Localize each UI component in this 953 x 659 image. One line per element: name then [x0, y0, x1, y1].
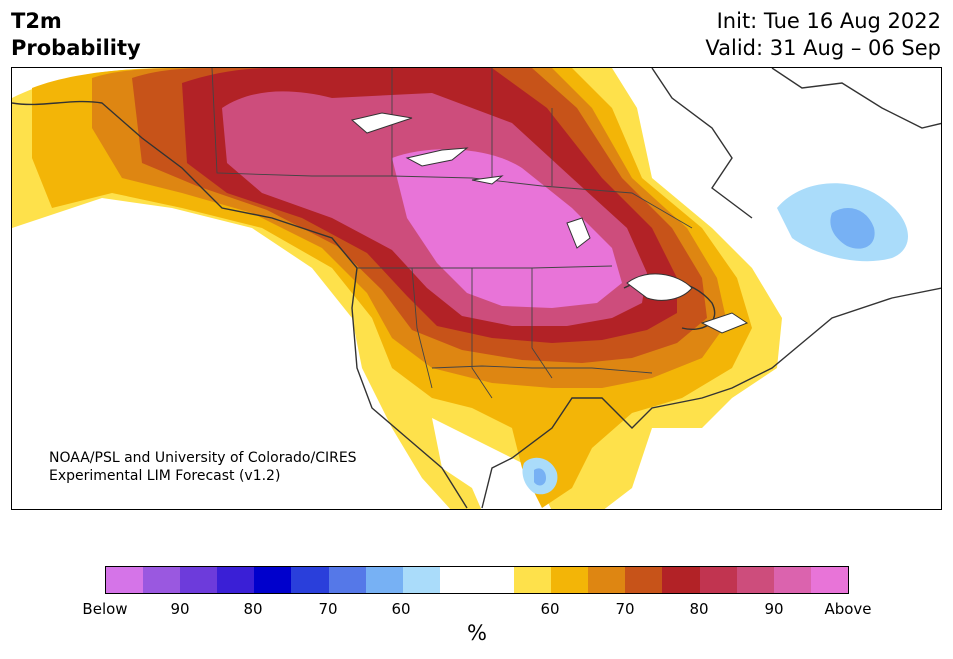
colorbar-tick-label: Below [82, 600, 128, 618]
colorbar-cell [180, 567, 218, 593]
colorbar-cell [662, 567, 700, 593]
colorbar-tick-label: 80 [689, 600, 709, 618]
lakes [350, 112, 749, 334]
variable-label: T2m [11, 9, 62, 33]
colorbar-cell [143, 567, 181, 593]
init-date: Init: Tue 16 Aug 2022 [716, 9, 941, 33]
colorbar-tick-label: 60 [391, 600, 411, 618]
colorbar-cell [625, 567, 663, 593]
colorbar-unit: % [467, 621, 487, 645]
colorbar-tick-label: 70 [615, 600, 635, 618]
colorbar-tick-label: 70 [318, 600, 338, 618]
colorbar-cell [217, 567, 255, 593]
credit-line-2: Experimental LIM Forecast (v1.2) [49, 468, 281, 484]
colorbar-cell [402, 567, 440, 593]
credit-line-1: NOAA/PSL and University of Colorado/CIRE… [49, 450, 357, 466]
colorbar-cell [439, 567, 477, 593]
probability-map [12, 68, 941, 509]
colorbar-cell [106, 567, 144, 593]
colorbar-tick-label: 90 [170, 600, 190, 618]
forecast-dates: Init: Tue 16 Aug 2022 Valid: 31 Aug – 06… [705, 8, 941, 62]
cold-70-region [830, 208, 875, 249]
map-panel [11, 67, 942, 510]
colorbar-cell [551, 567, 589, 593]
colorbar-cell [736, 567, 774, 593]
colorbar-tick-label: 80 [243, 600, 263, 618]
figure-title: T2m Probability [11, 8, 141, 62]
colorbar-tick-label: 60 [540, 600, 560, 618]
colorbar [105, 566, 849, 594]
colorbar-cell [588, 567, 626, 593]
cold-70-mexico [534, 468, 546, 486]
product-label: Probability [11, 36, 141, 60]
colorbar-cell [514, 567, 552, 593]
colorbar-cell [773, 567, 811, 593]
valid-date: Valid: 31 Aug – 06 Sep [705, 36, 941, 60]
colorbar-tick-label: 90 [764, 600, 784, 618]
colorbar-tick-label: Above [824, 600, 872, 618]
colorbar-cell [476, 567, 515, 593]
credit-text: NOAA/PSL and University of Colorado/CIRE… [49, 449, 357, 485]
political-borders [211, 68, 693, 399]
colorbar-cell [699, 567, 737, 593]
colorbar-cell [291, 567, 329, 593]
colorbar-cell [254, 567, 292, 593]
colorbar-cell [365, 567, 403, 593]
colorbar-cell [328, 567, 366, 593]
colorbar-cell [810, 567, 848, 593]
